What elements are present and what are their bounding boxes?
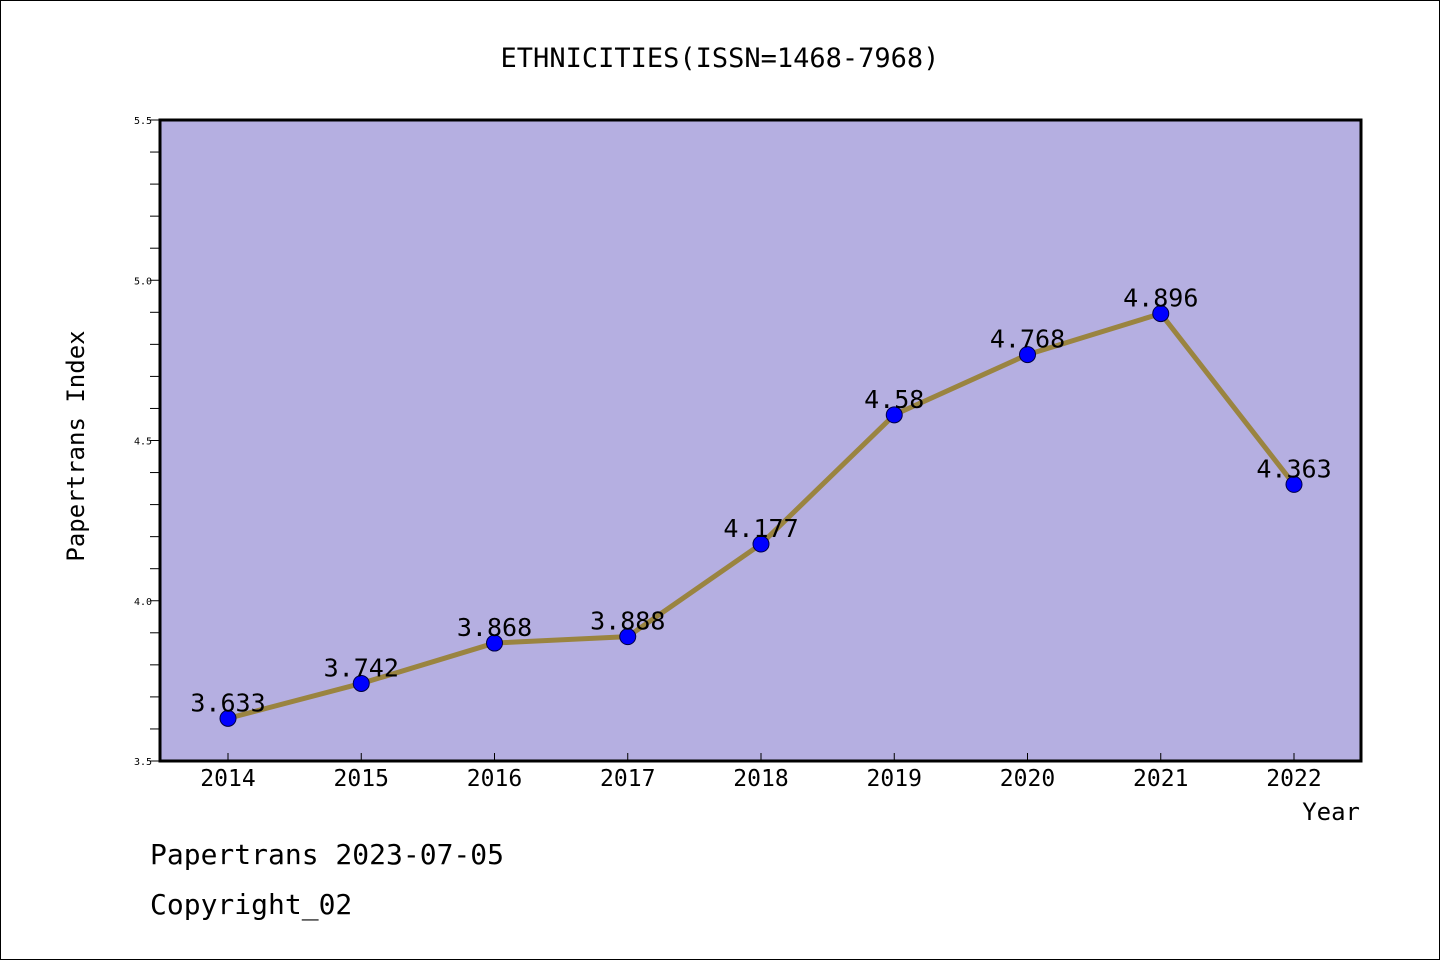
y-tick-label: 5.0	[134, 276, 152, 287]
marker-group	[219, 305, 1303, 727]
data-point	[885, 406, 903, 424]
data-label: 4.768	[990, 325, 1065, 354]
data-label: 3.868	[457, 613, 532, 642]
y-tick-label: 4.5	[134, 437, 152, 448]
data-label: 4.177	[723, 514, 798, 543]
data-point	[1019, 346, 1036, 364]
data-point	[1152, 305, 1170, 323]
data-point	[752, 535, 770, 553]
data-label: 4.363	[1256, 454, 1331, 483]
y-axis: 3.5 4.0 4.5 5.0 5.5	[134, 116, 160, 768]
footer-copyright: Copyright_02	[150, 888, 352, 922]
y-tick-label: 5.5	[134, 116, 152, 127]
data-point	[619, 628, 637, 646]
x-tick-label: 2021	[1133, 766, 1188, 792]
data-label: 4.58	[864, 385, 924, 414]
data-label: 3.633	[190, 688, 265, 717]
data-point	[1285, 475, 1303, 493]
data-label-group: 3.633 3.742 3.868 3.888 4.177 4.58 4.768 4.896 4…	[190, 284, 1331, 718]
data-point	[219, 709, 237, 727]
plot-area	[158, 118, 1363, 763]
chart-title: ETHNICITIES(ISSN=1468-7968)	[501, 43, 940, 74]
y-tick-label: 4.0	[134, 597, 152, 608]
data-point	[486, 634, 503, 652]
x-tick-label: 2015	[334, 766, 389, 792]
data-label: 3.742	[324, 653, 399, 682]
x-axis-label: Year	[1302, 798, 1360, 826]
x-tick-label: 2016	[467, 766, 522, 792]
data-point	[352, 674, 370, 692]
x-tick-label: 2018	[733, 766, 788, 792]
data-label: 4.896	[1123, 284, 1198, 313]
y-tick-label: 3.5	[134, 757, 152, 768]
footer-date: Papertrans 2023-07-05	[150, 838, 504, 871]
x-tick-label: 2019	[867, 766, 922, 792]
y-axis-label: Papertrans Index	[62, 330, 90, 561]
data-label: 3.888	[590, 607, 665, 636]
x-tick-label: 2014	[200, 766, 255, 792]
x-tick-label: 2020	[1000, 766, 1055, 792]
x-tick-label: 2022	[1266, 766, 1321, 792]
x-axis: 2014 2015 2016 2017 2018 2019 2020 2021 2022	[200, 753, 1322, 792]
x-tick-label: 2017	[600, 766, 655, 792]
